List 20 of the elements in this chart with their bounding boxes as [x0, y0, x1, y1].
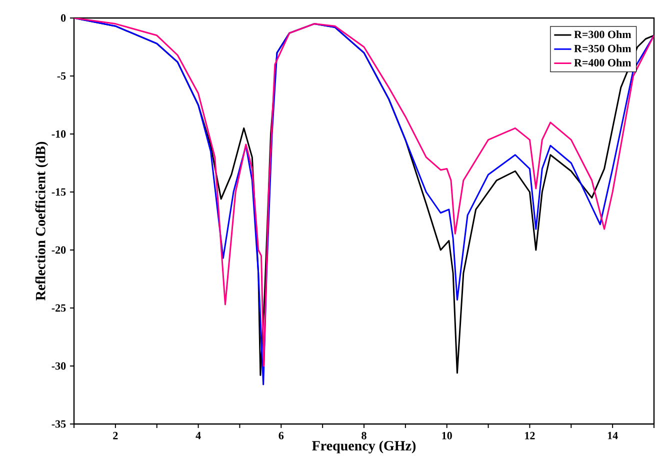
x-axis-title: Frequency (GHz) — [312, 440, 416, 454]
x-tick-label: 14 — [608, 432, 618, 440]
y-tick-label: -35 — [52, 420, 66, 428]
x-tick-label: 8 — [362, 432, 366, 440]
legend-label: R=300 Ohm — [574, 30, 632, 38]
x-tick-label: 12 — [525, 432, 535, 440]
legend-label: R=400 Ohm — [574, 58, 632, 66]
y-tick-label: -5 — [57, 72, 66, 80]
y-tick-label: -10 — [52, 130, 66, 138]
y-tick-label: -20 — [52, 246, 66, 254]
y-tick-label: -25 — [52, 304, 66, 312]
y-axis-title: Reflection Coefficient (dB) — [35, 142, 48, 300]
y-tick-label: 0 — [60, 14, 66, 22]
legend-label: R=350 Ohm — [574, 44, 632, 52]
y-tick-label: -30 — [52, 362, 66, 370]
x-tick-label: 2 — [113, 432, 118, 440]
x-tick-label: 10 — [442, 432, 452, 440]
y-tick-label: -15 — [52, 188, 66, 196]
x-tick-label: 4 — [196, 432, 201, 440]
x-tick-label: 6 — [278, 432, 284, 440]
